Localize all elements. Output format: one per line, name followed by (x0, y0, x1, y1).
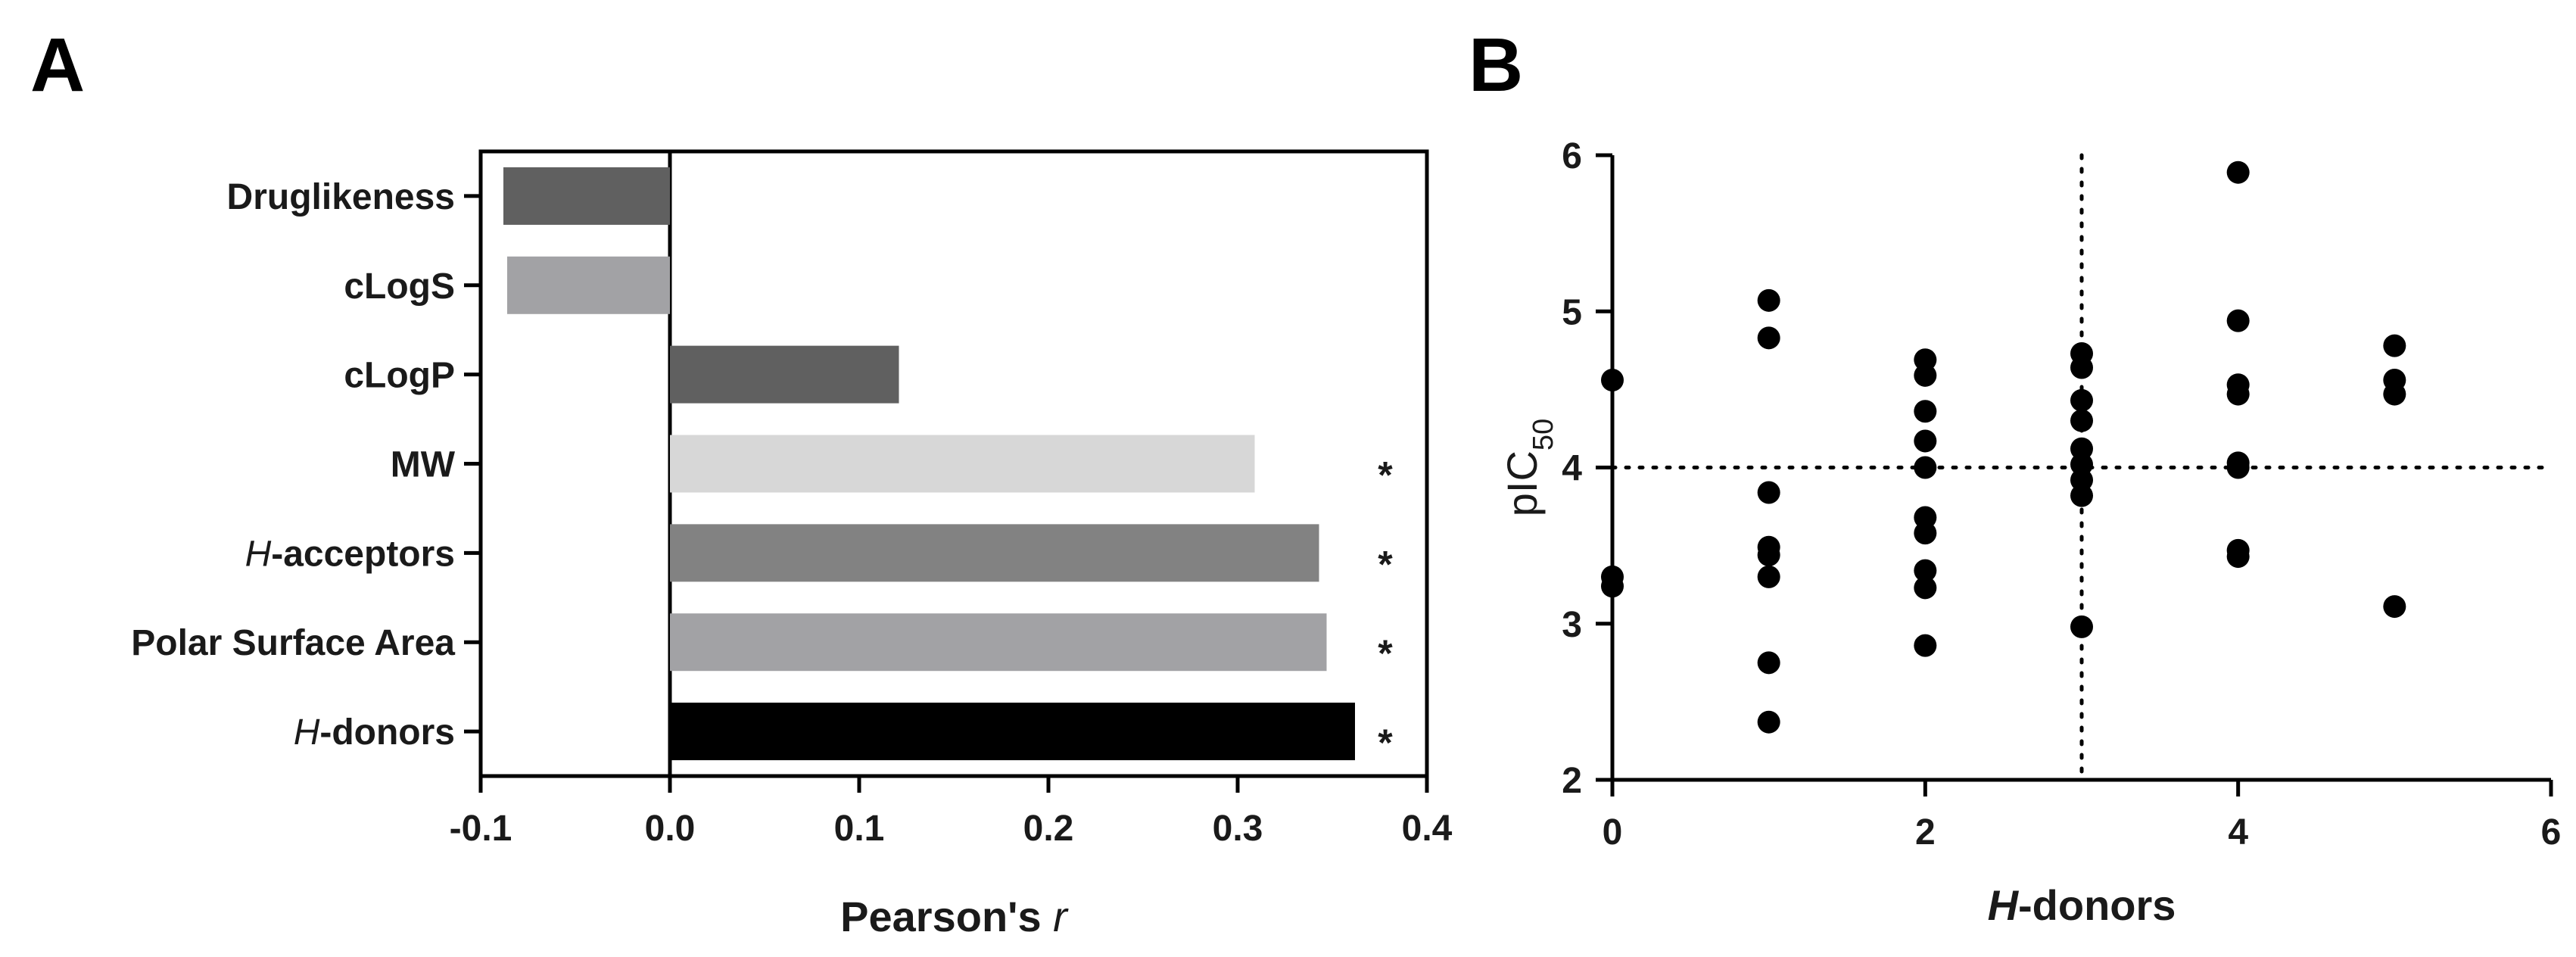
y-tick-label: 3 (1562, 605, 1582, 645)
x-axis-title-text: Pearson's (840, 893, 1053, 940)
data-point (1757, 481, 1780, 504)
data-point (2070, 388, 2093, 412)
bar-donors (670, 703, 1355, 761)
data-point (1914, 400, 1937, 423)
x-axis-title-text: -donors (2018, 881, 2176, 929)
bar-acceptors (670, 524, 1319, 582)
bar-druglikeness (503, 167, 670, 225)
category-label-prefix: H (294, 712, 320, 753)
y-axis-title-subscript: 50 (1528, 419, 1559, 450)
category-label: Polar Surface Area (131, 623, 455, 663)
data-point (2226, 545, 2250, 569)
data-point (2226, 161, 2250, 184)
category-label-text: Druglikeness (227, 177, 455, 217)
x-tick-label: 0.0 (645, 809, 696, 849)
x-tick-label: 0 (1603, 812, 1623, 853)
data-point (2226, 309, 2250, 332)
significance-star: * (1378, 543, 1393, 585)
data-point (1914, 522, 1937, 545)
data-point (1914, 634, 1937, 657)
data-point (1601, 575, 1624, 598)
significance-star: * (1378, 632, 1393, 675)
data-point (2383, 382, 2406, 406)
data-point (2383, 334, 2406, 357)
category-label-text: -donors (319, 712, 455, 753)
bar-mw (670, 435, 1255, 493)
category-label-text: MW (391, 445, 456, 485)
data-point (1914, 576, 1937, 600)
y-axis-title-main: pIC (1498, 450, 1546, 516)
category-label: cLogS (344, 267, 455, 307)
x-tick-label: 0.4 (1402, 809, 1453, 849)
x-tick-label: 0.1 (834, 809, 885, 849)
x-axis-title-italic: H (1988, 881, 2020, 929)
data-point (2070, 437, 2093, 460)
category-label-text: -acceptors (271, 534, 455, 574)
significance-star: * (1378, 722, 1393, 764)
data-point (1914, 506, 1937, 529)
data-point (2070, 469, 2093, 491)
data-point (1914, 363, 1937, 387)
x-tick-label: 0.3 (1213, 809, 1263, 849)
y-tick-label: 2 (1562, 761, 1582, 801)
category-label-text: cLogS (344, 267, 455, 307)
significance-star: * (1378, 454, 1393, 497)
panel-b-letter: B (1469, 23, 1523, 108)
x-tick-label: 6 (2541, 812, 2562, 853)
data-point (1757, 544, 1780, 566)
x-tick-label: -0.1 (450, 809, 512, 849)
category-label: H-donors (294, 712, 455, 753)
data-point (1914, 429, 1937, 453)
data-point (1757, 565, 1780, 588)
bar-clogp (670, 345, 899, 404)
x-axis-title: H-donors (1988, 881, 2176, 929)
data-point (1601, 369, 1624, 391)
x-tick-label: 2 (1915, 812, 1936, 853)
x-axis-title: Pearson's r (840, 893, 1069, 940)
data-point (2070, 615, 2093, 638)
y-tick-label: 5 (1562, 292, 1582, 332)
data-point (2226, 382, 2250, 406)
data-point (1757, 326, 1780, 350)
category-label: cLogP (344, 356, 455, 396)
category-label-text: Polar Surface Area (131, 623, 455, 663)
data-point (2070, 453, 2093, 476)
y-tick-label: 4 (1562, 449, 1582, 489)
data-point (1914, 348, 1937, 372)
data-point (1757, 288, 1780, 312)
x-tick-label: 4 (2228, 812, 2248, 853)
data-point (2383, 595, 2406, 619)
data-point (2070, 484, 2093, 507)
x-axis-title-italic: r (1053, 893, 1069, 940)
data-point (1914, 456, 1937, 479)
category-label-prefix: H (245, 534, 272, 574)
category-label: Druglikeness (227, 177, 455, 217)
data-point (2226, 456, 2250, 479)
data-point (1757, 710, 1780, 734)
data-point (2070, 356, 2093, 379)
y-axis-title: pIC50 (1498, 419, 1559, 516)
bar-polar-surface-area (670, 613, 1327, 672)
data-point (1757, 651, 1780, 675)
plot-frame (478, 149, 1429, 778)
category-label: H-acceptors (245, 534, 455, 574)
category-label-text: cLogP (344, 356, 455, 396)
data-point (1914, 559, 1937, 582)
y-tick-label: 6 (1562, 136, 1582, 176)
bar-clogs (507, 256, 670, 314)
x-tick-label: 0.2 (1023, 809, 1074, 849)
panel-a-letter: A (30, 23, 85, 108)
category-label: MW (391, 445, 456, 485)
data-point (2070, 409, 2093, 432)
